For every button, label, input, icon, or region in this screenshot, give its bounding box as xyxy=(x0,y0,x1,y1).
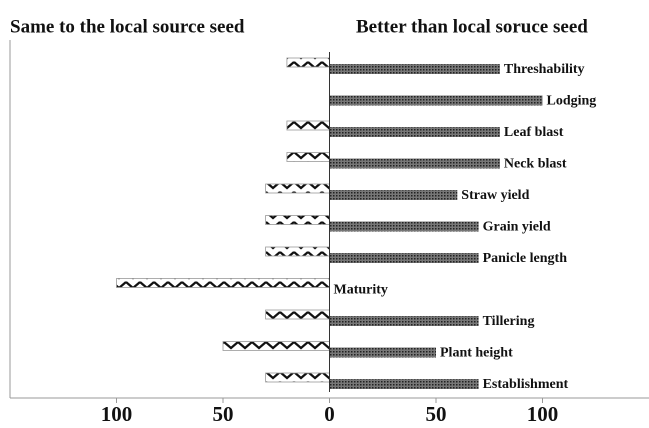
bar-same xyxy=(265,309,330,320)
bar-same xyxy=(265,246,330,257)
x-tick-label: 50 xyxy=(213,402,234,426)
bar-better xyxy=(329,158,500,169)
category-label: Neck blast xyxy=(504,157,567,172)
legend-right: Better than local soruce seed xyxy=(356,16,588,37)
bar-same xyxy=(222,341,330,351)
bar-better xyxy=(329,127,500,137)
category-label: Grain yield xyxy=(483,220,551,235)
bar-better xyxy=(329,95,543,106)
bar-same xyxy=(286,152,330,162)
bar-better xyxy=(329,253,479,263)
category-label: Tillering xyxy=(483,314,535,329)
category-label: Lodging xyxy=(547,94,597,109)
category-label: Establishment xyxy=(483,377,569,392)
x-tick-label: 50 xyxy=(426,402,447,426)
x-tick-label: 100 xyxy=(101,402,133,426)
bar-same xyxy=(265,183,330,194)
bar-better xyxy=(329,316,479,326)
bar-same xyxy=(286,57,330,68)
bar-better xyxy=(329,221,479,232)
category-label: Straw yield xyxy=(461,188,529,203)
category-label: Maturity xyxy=(334,283,388,298)
bar-better xyxy=(329,190,458,200)
bar-same xyxy=(265,372,330,383)
bar-better xyxy=(329,64,500,74)
bar-better xyxy=(329,347,436,358)
bar-same xyxy=(265,215,330,225)
x-tick-label: 0 xyxy=(324,402,335,426)
bar-same xyxy=(286,120,330,131)
category-label: Threshability xyxy=(504,62,585,77)
bar-same xyxy=(116,278,330,288)
x-tick-label: 100 xyxy=(527,402,559,426)
bar-better xyxy=(329,379,479,389)
category-label: Plant height xyxy=(440,346,513,361)
legend-left: Same to the local source seed xyxy=(10,16,245,37)
category-label: Panicle length xyxy=(483,251,568,266)
category-label: Leaf blast xyxy=(504,125,564,140)
